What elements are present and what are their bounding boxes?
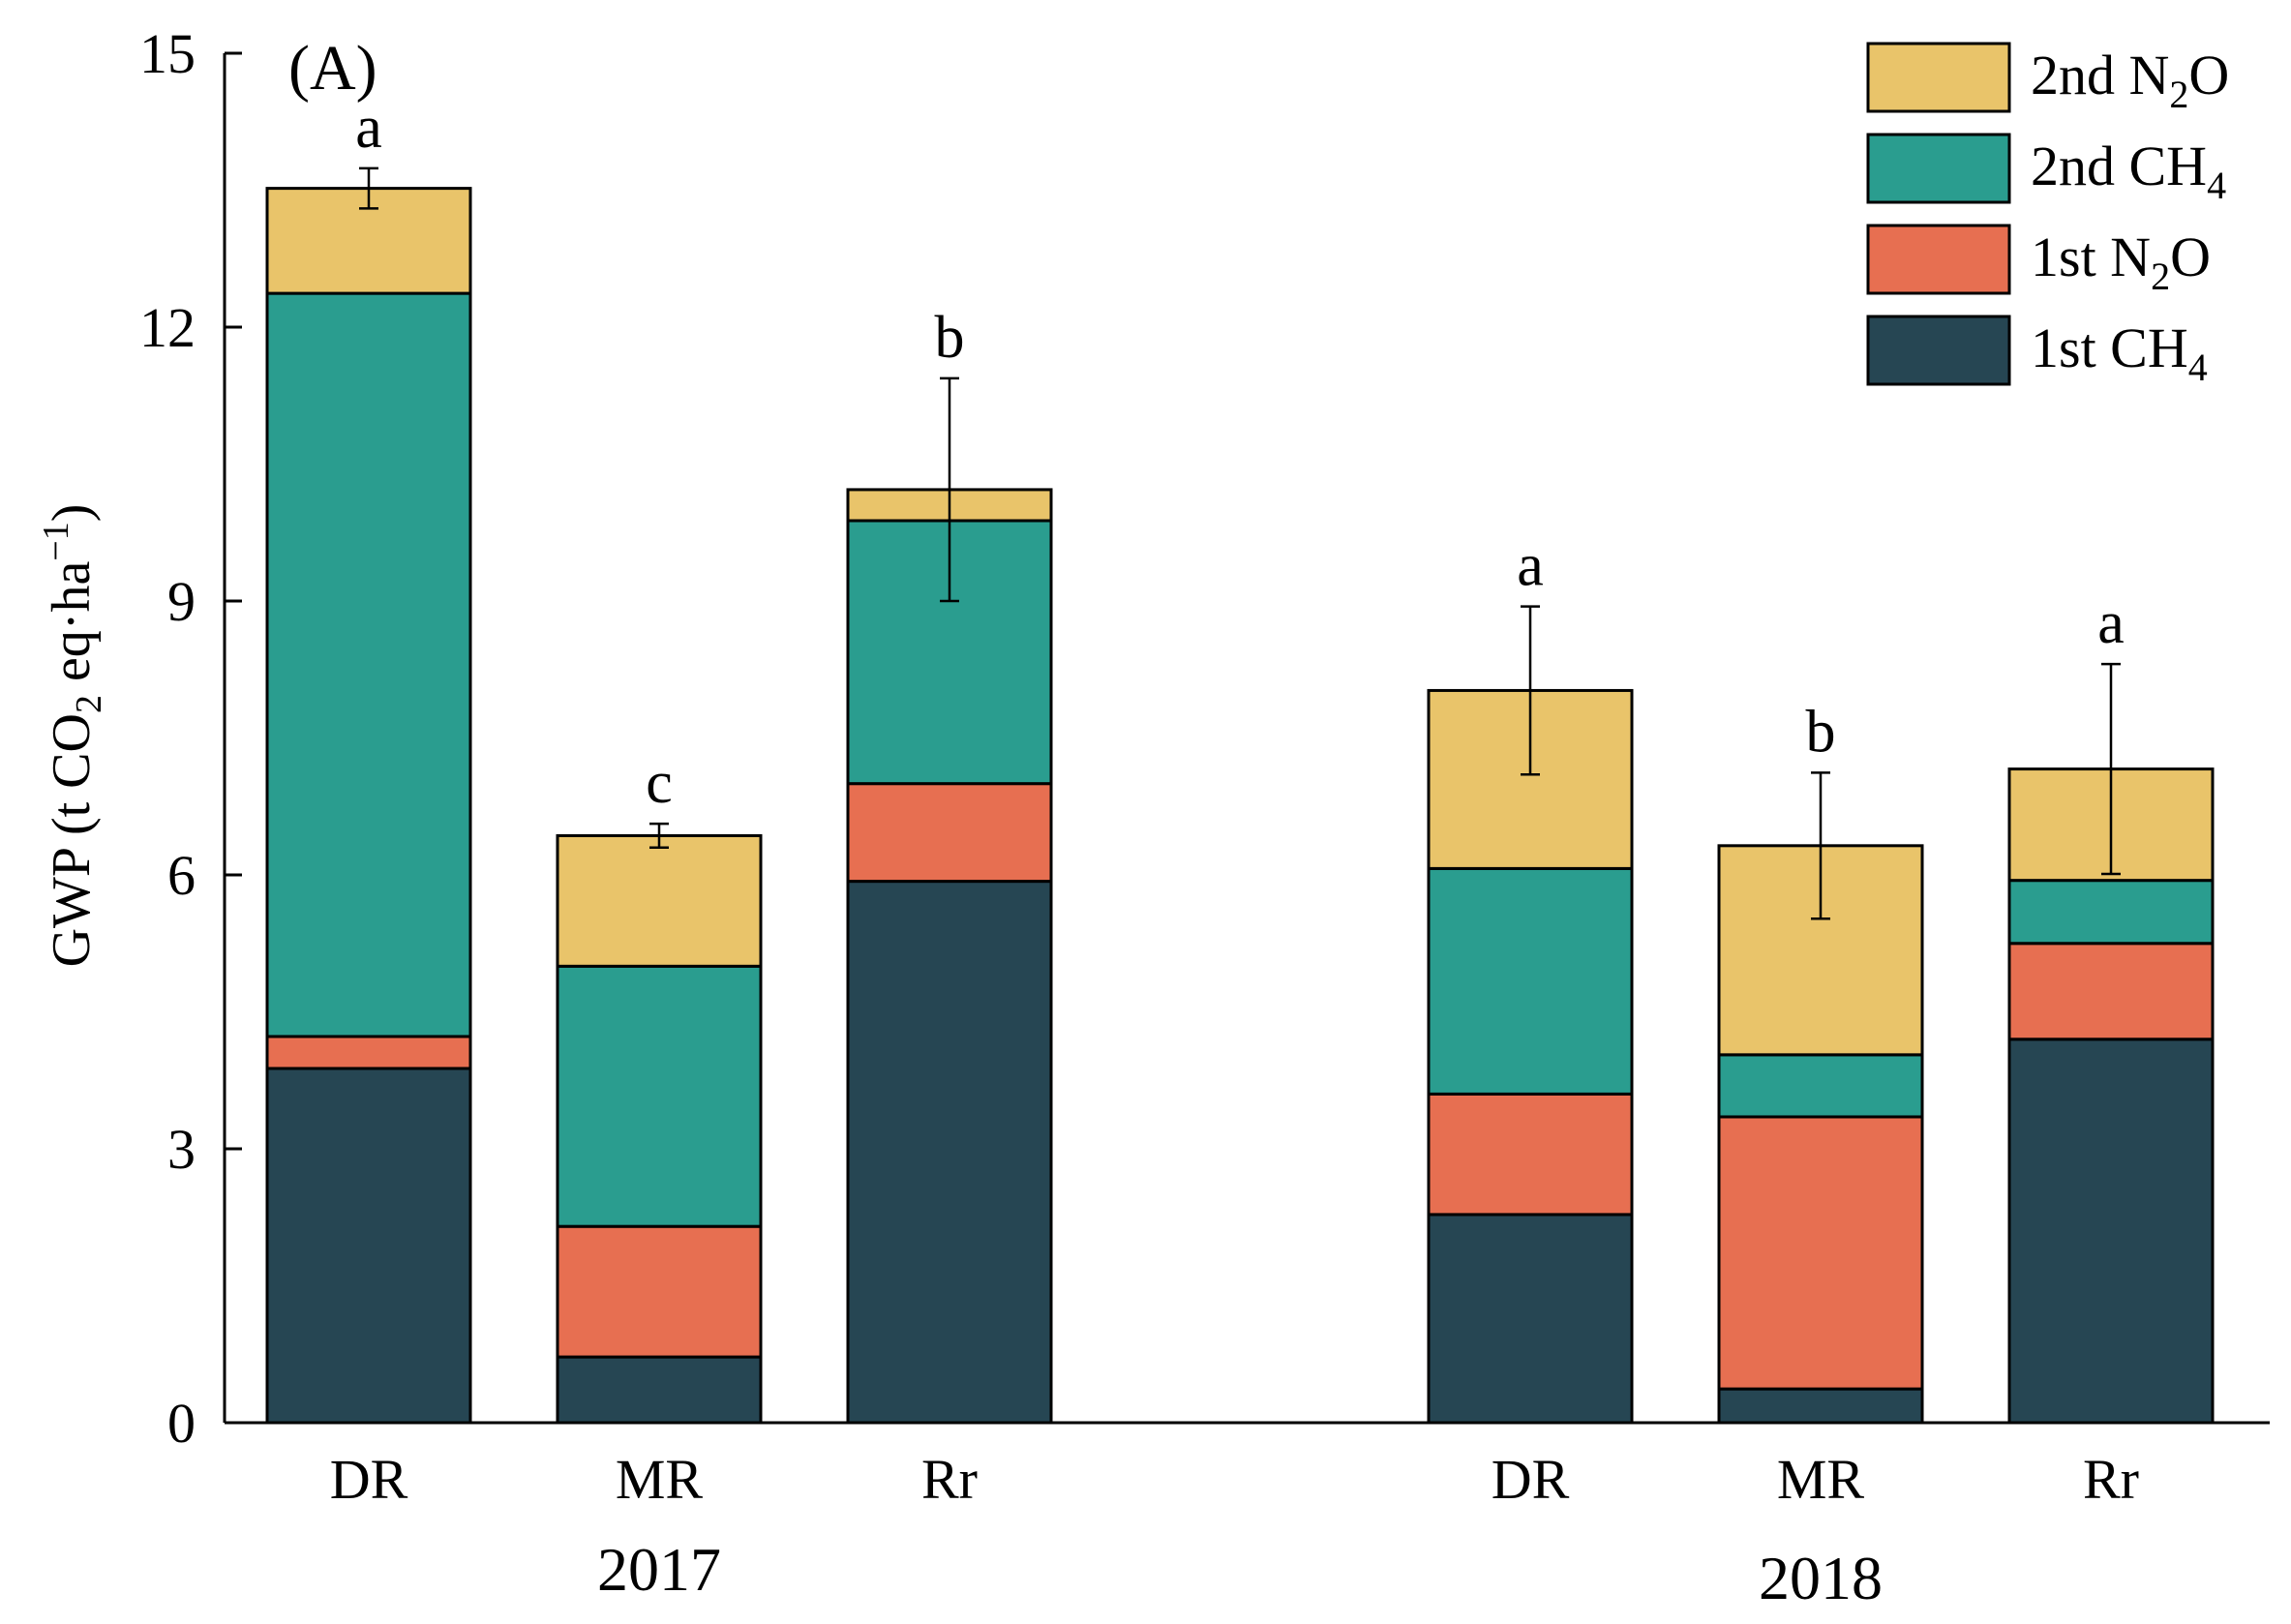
legend-label-sub-1st-ch4: 4 <box>2188 346 2208 389</box>
y-axis-label: GWP (t CO2 eq·ha−1) <box>36 504 109 968</box>
bar-segment-2nd-ch4-5 <box>2007 879 2215 946</box>
bar-segment-1st-ch4-1 <box>556 1355 763 1425</box>
significance-letter-1: c <box>646 750 673 816</box>
legend-swatch-1st-ch4 <box>1866 315 2011 386</box>
bar-segment-1st-ch4-0 <box>265 1067 472 1425</box>
y-axis-label-sup: −1 <box>36 522 76 560</box>
y-tick-label-6: 6 <box>167 844 196 907</box>
category-labels-layer: DR MR Rr 2017 DR MR Rr 2018 <box>330 1448 2139 1612</box>
y-axis-label-sub: 2 <box>69 695 109 713</box>
y-tick-label-3: 3 <box>167 1118 196 1181</box>
legend-swatch-2nd-n2o <box>1866 42 2011 113</box>
bar-segment-1st-ch4-3 <box>1427 1213 1634 1425</box>
bar-segment-1st-n2o-0 <box>265 1035 472 1070</box>
bar-segment-2nd-ch4-0 <box>265 291 472 1038</box>
significance-letter-2: b <box>935 305 965 371</box>
category-label-rr-2017: Rr <box>921 1448 978 1511</box>
bar-segment-2nd-n2o-1 <box>556 833 763 968</box>
significance-letter-3: a <box>1517 533 1544 599</box>
error-bars-layer <box>359 166 2121 920</box>
y-tick-label-9: 9 <box>167 570 196 633</box>
legend-swatch-2nd-ch4 <box>1866 133 2011 204</box>
labels-layer: (A) GWP (t CO2 eq·ha−1) <box>36 33 377 967</box>
bar-segment-2nd-ch4-4 <box>1717 1053 1924 1119</box>
bar-segment-2nd-ch4-3 <box>1427 866 1634 1096</box>
y-axis-label-mid: eq·ha <box>42 561 102 696</box>
category-label-mr-2018: MR <box>1777 1448 1865 1511</box>
legend-label-sub-2nd-n2o: 2 <box>2169 73 2188 116</box>
significance-letters-layer: a c b a b a <box>355 95 2125 816</box>
legend-label-main-1st-ch4: 1st CH <box>2031 316 2188 379</box>
legend-label-main-2nd-n2o: 2nd N <box>2031 44 2169 106</box>
significance-letter-4: b <box>1806 699 1836 765</box>
legend-label-sub-1st-n2o: 2 <box>2151 255 2170 298</box>
y-axis-label-post: ) <box>42 504 102 523</box>
bar-segment-1st-ch4-4 <box>1717 1387 1924 1425</box>
y-tick-label-15: 15 <box>139 22 196 85</box>
year-label-2017: 2017 <box>597 1535 721 1604</box>
category-label-mr-2017: MR <box>616 1448 704 1511</box>
legend-label-sub-2nd-ch4: 4 <box>2207 164 2226 207</box>
bar-segment-1st-n2o-1 <box>556 1224 763 1359</box>
y-ticks-layer: 0 3 6 9 12 15 <box>139 22 242 1455</box>
category-label-dr-2018: DR <box>1492 1448 1570 1511</box>
bar-segment-1st-ch4-2 <box>846 880 1053 1425</box>
category-label-dr-2017: DR <box>330 1448 408 1511</box>
legend-label-main-2nd-ch4: 2nd CH <box>2031 135 2207 197</box>
y-axis-label-pre: GWP (t CO <box>42 713 102 967</box>
legend-label-post-1st-n2o: O <box>2170 226 2211 288</box>
bar-segment-1st-n2o-5 <box>2007 942 2215 1041</box>
bar-segment-1st-n2o-3 <box>1427 1092 1634 1217</box>
bar-segment-1st-ch4-5 <box>2007 1038 2215 1425</box>
bar-segment-1st-n2o-4 <box>1717 1115 1924 1391</box>
legend-label-post-2nd-n2o: O <box>2188 44 2229 106</box>
legend-label-main-1st-n2o: 1st N <box>2031 226 2151 288</box>
bar-segment-1st-n2o-2 <box>846 782 1053 884</box>
y-tick-label-12: 12 <box>139 296 196 359</box>
legend-label-1st-ch4: 1st CH4 <box>2031 316 2208 389</box>
year-label-2018: 2018 <box>1759 1544 1883 1612</box>
legend-swatch-1st-n2o <box>1866 224 2011 295</box>
bar-segment-2nd-ch4-1 <box>556 964 763 1228</box>
axes-layer <box>223 53 2270 1425</box>
significance-letter-5: a <box>2097 590 2125 656</box>
bar-segment-2nd-n2o-0 <box>265 187 472 295</box>
significance-letter-0: a <box>355 95 382 161</box>
legend-label-2nd-ch4: 2nd CH4 <box>2031 135 2226 207</box>
category-label-rr-2018: Rr <box>2083 1448 2139 1511</box>
panel-label: (A) <box>288 33 377 104</box>
legend-label-1st-n2o: 1st N2O <box>2031 226 2211 298</box>
y-tick-label-0: 0 <box>167 1392 196 1455</box>
legend-label-2nd-n2o: 2nd N2O <box>2031 44 2229 116</box>
